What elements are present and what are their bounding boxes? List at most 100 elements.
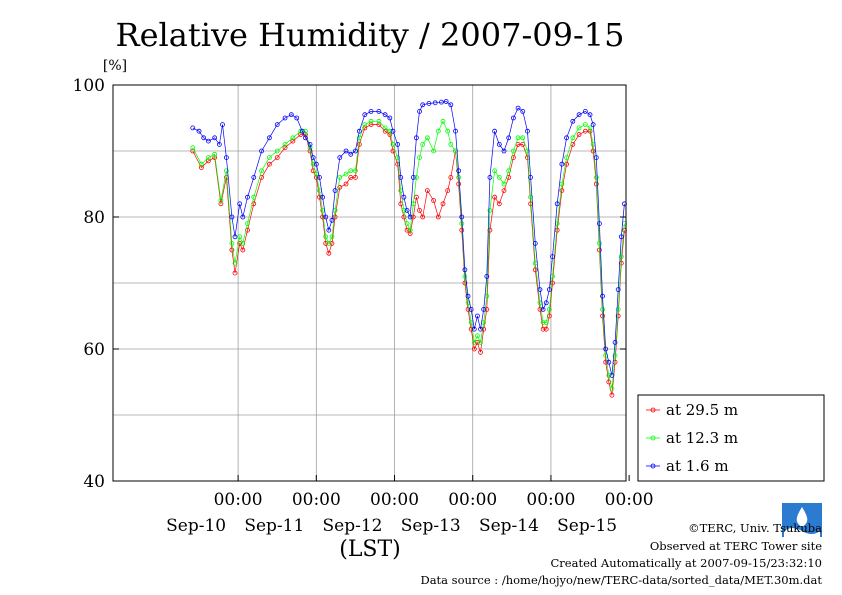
- data-point: [398, 174, 404, 180]
- data-point: [362, 122, 368, 127]
- data-point: [259, 168, 264, 174]
- data-point: [484, 306, 490, 312]
- data-point: [313, 161, 319, 167]
- data-point: [426, 101, 432, 106]
- legend-swatch-marker: [650, 407, 656, 413]
- data-point: [576, 132, 582, 137]
- legend: at 29.5 m at 12.3 m at 1.6 m: [637, 394, 825, 482]
- data-point: [368, 109, 374, 114]
- data-point: [326, 240, 332, 246]
- x-tick-time-label: 00:00: [370, 490, 419, 510]
- data-point: [299, 128, 305, 134]
- data-point: [353, 168, 358, 174]
- data-point: [468, 306, 474, 312]
- data-point: [302, 128, 308, 134]
- data-point: [462, 273, 468, 279]
- data-point: [606, 372, 612, 378]
- data-point: [471, 346, 477, 352]
- series-line: [192, 120, 625, 389]
- data-point: [302, 132, 308, 137]
- data-point: [337, 155, 343, 161]
- data-point: [432, 100, 438, 106]
- y-tick-label: 100: [73, 76, 105, 96]
- data-point: [395, 155, 401, 161]
- data-point: [376, 118, 382, 124]
- data-point: [290, 135, 296, 141]
- x-tick-time-label: 00:00: [526, 490, 575, 510]
- data-point: [282, 141, 288, 147]
- data-point: [401, 214, 407, 220]
- data-point: [459, 214, 465, 220]
- plot-frame: [112, 84, 627, 482]
- data-point: [609, 372, 615, 378]
- data-point: [576, 125, 582, 131]
- data-point: [615, 306, 621, 312]
- data-point: [481, 326, 487, 332]
- data-point: [492, 194, 498, 200]
- data-point: [445, 188, 451, 194]
- data-point: [267, 155, 272, 161]
- data-point: [362, 125, 368, 131]
- data-point: [506, 135, 512, 141]
- data-point: [407, 227, 413, 233]
- data-point: [407, 231, 413, 236]
- data-point: [550, 254, 555, 260]
- x-tick-time-label: 00:00: [214, 490, 263, 510]
- data-point: [546, 306, 552, 312]
- data-point: [487, 207, 493, 213]
- data-point: [424, 135, 430, 141]
- legend-label: at 29.5 m: [666, 401, 738, 419]
- x-axis-label: (LST): [339, 537, 401, 562]
- data-point: [362, 112, 368, 118]
- data-point: [609, 392, 615, 398]
- data-point: [537, 306, 543, 312]
- data-point: [288, 112, 294, 118]
- data-point: [382, 128, 388, 134]
- data-point: [206, 155, 211, 161]
- data-point: [348, 151, 354, 157]
- data-point: [440, 118, 446, 124]
- data-point: [201, 135, 207, 141]
- data-point: [540, 326, 546, 332]
- data-point: [267, 161, 272, 167]
- data-point: [282, 115, 288, 121]
- data-point: [240, 247, 246, 253]
- data-point: [603, 359, 609, 365]
- data-point: [206, 138, 211, 144]
- data-point: [582, 109, 588, 114]
- data-point: [218, 198, 224, 203]
- data-point: [471, 339, 477, 345]
- data-point: [606, 379, 612, 385]
- data-point: [618, 254, 624, 260]
- data-point: [414, 174, 419, 180]
- data-point: [515, 105, 521, 111]
- data-point: [465, 300, 471, 306]
- data-point: [223, 168, 229, 174]
- data-point: [223, 155, 229, 161]
- data-point: [439, 99, 444, 105]
- data-point: [232, 234, 238, 240]
- data-point: [332, 188, 338, 194]
- data-point: [570, 135, 576, 141]
- data-point: [582, 128, 588, 134]
- data-point: [317, 174, 322, 180]
- data-point: [356, 141, 362, 147]
- data-point: [501, 148, 507, 154]
- data-point: [382, 112, 388, 118]
- series-line: [192, 124, 625, 396]
- data-point: [410, 214, 416, 220]
- data-point: [590, 148, 596, 154]
- data-point: [323, 214, 329, 220]
- data-point: [232, 270, 238, 276]
- data-point: [417, 109, 422, 114]
- data-point: [198, 161, 204, 167]
- data-point: [420, 102, 426, 108]
- data-point: [387, 128, 393, 134]
- data-point: [251, 194, 257, 200]
- data-point: [448, 102, 454, 108]
- grid-layer: [113, 85, 626, 481]
- data-point: [245, 221, 250, 227]
- chart-title: Relative Humidity / 2007-09-15: [116, 16, 625, 54]
- data-point: [612, 339, 618, 345]
- data-point: [501, 188, 507, 194]
